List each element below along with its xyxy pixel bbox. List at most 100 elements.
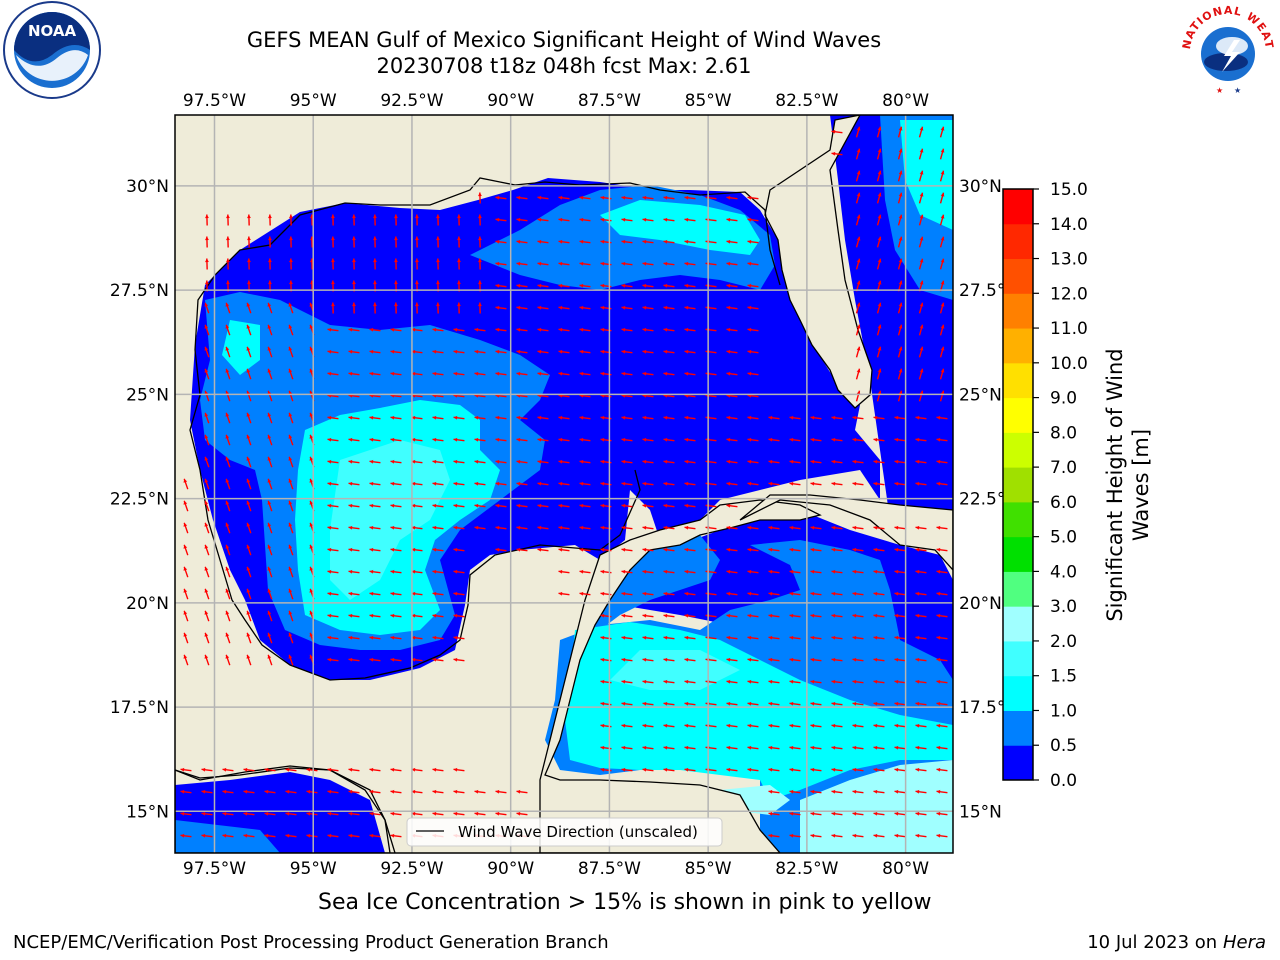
- wind-arrow: [663, 591, 675, 596]
- wind-arrow: [369, 635, 381, 640]
- wind-arrow: [390, 459, 402, 464]
- wind-arrow: [246, 544, 252, 556]
- wind-arrow: [288, 610, 294, 622]
- wind-arrow: [747, 261, 759, 266]
- wind-arrow: [225, 654, 231, 666]
- wind-arrow: [726, 195, 738, 200]
- wind-arrow: [348, 767, 360, 772]
- wind-arrow: [327, 833, 339, 838]
- wind-arrow: [201, 767, 213, 772]
- wind-arrow: [663, 613, 675, 618]
- wind-arrow: [457, 214, 461, 226]
- wind-arrow: [579, 239, 591, 244]
- wind-arrow: [876, 368, 882, 380]
- wind-arrow: [247, 258, 251, 270]
- wind-arrow: [726, 745, 738, 750]
- wind-arrow: [873, 811, 885, 816]
- wind-arrow: [936, 459, 948, 464]
- wind-arrow: [810, 657, 822, 662]
- wind-arrow: [204, 610, 210, 622]
- wind-arrow: [495, 789, 507, 794]
- wind-arrow: [327, 525, 339, 530]
- wind-arrow: [558, 217, 570, 222]
- wind-arrow: [411, 525, 423, 530]
- wind-arrow: [411, 811, 423, 816]
- wind-arrow: [873, 723, 885, 728]
- wind-arrow: [432, 525, 444, 530]
- wind-arrow: [936, 679, 948, 684]
- wind-arrow: [579, 261, 591, 266]
- wind-arrow: [747, 415, 759, 420]
- wind-arrow: [225, 346, 231, 358]
- chart-subtitle: 20230708 t18z 048h fcst Max: 2.61: [376, 54, 752, 78]
- wind-arrow: [516, 195, 528, 200]
- wind-arrow: [516, 789, 528, 794]
- wind-arrow: [516, 503, 528, 508]
- gridlines: [175, 115, 953, 853]
- wind-arrow: [915, 789, 927, 794]
- wind-arrow: [642, 767, 654, 772]
- wind-arrow: [516, 547, 528, 552]
- wind-arrow: [939, 126, 945, 138]
- wind-arrow: [183, 566, 189, 578]
- wind-arrow: [789, 613, 801, 618]
- wind-arrow: [894, 679, 906, 684]
- wind-arrow: [369, 833, 381, 838]
- wind-arrow: [918, 302, 924, 314]
- colorbar-swatch: [1003, 675, 1033, 711]
- wind-arrow: [558, 239, 570, 244]
- wind-arrow: [642, 459, 654, 464]
- wind-arrow: [684, 635, 696, 640]
- wind-arrow: [474, 415, 486, 420]
- wind-arrow: [894, 767, 906, 772]
- wind-arrow: [621, 657, 633, 662]
- wind-arrow: [894, 657, 906, 662]
- wind-arrow: [768, 525, 780, 530]
- tick-label-lat-right: 25°N: [959, 385, 1002, 405]
- wind-arrow: [789, 459, 801, 464]
- wind-arrow: [226, 236, 230, 248]
- wind-arrow: [726, 217, 738, 222]
- wind-arrow: [894, 481, 906, 486]
- wind-arrow: [204, 434, 210, 446]
- wind-arrow: [390, 657, 402, 662]
- wind-arrow: [642, 481, 654, 486]
- wind-arrow: [495, 481, 507, 486]
- wind-arrow: [684, 525, 696, 530]
- wind-arrow: [474, 327, 486, 332]
- wind-arrow: [537, 547, 549, 552]
- wind-arrow: [876, 346, 882, 358]
- wind-arrow: [478, 192, 482, 204]
- legend-label: Wind Wave Direction (unscaled): [458, 823, 698, 841]
- wind-arrow: [474, 437, 486, 442]
- colorbar-swatch: [1003, 536, 1033, 572]
- wind-arrow: [621, 701, 633, 706]
- wind-arrow: [789, 525, 801, 530]
- wind-arrow: [225, 368, 231, 380]
- wind-arrow: [558, 547, 570, 552]
- wind-arrow: [390, 371, 402, 376]
- wind-arrow: [894, 415, 906, 420]
- wind-arrow: [918, 324, 924, 336]
- wind-arrow: [331, 214, 335, 226]
- wind-arrow: [369, 789, 381, 794]
- wind-arrow: [873, 591, 885, 596]
- wind-arrow: [331, 258, 335, 270]
- wind-arrow: [873, 701, 885, 706]
- wind-arrow: [348, 459, 360, 464]
- wind-arrow: [243, 833, 255, 838]
- wind-arrow: [642, 547, 654, 552]
- wind-arrow: [222, 833, 234, 838]
- tick-label-lat-right: 30°N: [959, 177, 1002, 197]
- wind-arrow: [432, 657, 444, 662]
- wind-arrow: [558, 195, 570, 200]
- wind-arrow: [789, 723, 801, 728]
- wind-arrow: [642, 723, 654, 728]
- wind-arrow: [453, 525, 465, 530]
- wind-arrow: [621, 745, 633, 750]
- svg-text:★: ★: [1234, 86, 1241, 95]
- wind-arrow: [918, 346, 924, 358]
- wind-arrow: [225, 544, 231, 556]
- wind-arrow: [789, 569, 801, 574]
- wind-arrow: [390, 613, 402, 618]
